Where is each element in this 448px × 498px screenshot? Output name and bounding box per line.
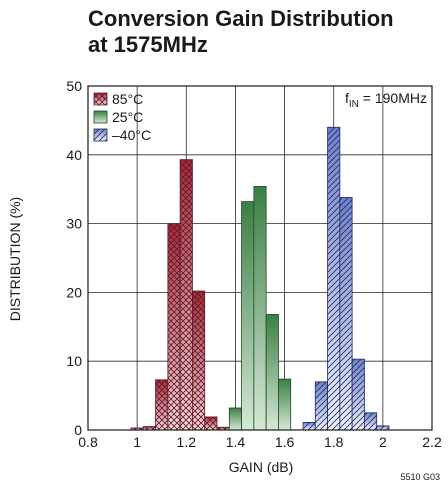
y-axis-label: DISTRIBUTION (%) bbox=[7, 197, 23, 321]
legend-label: 25°C bbox=[112, 109, 143, 125]
legend-item: 25°C bbox=[94, 109, 143, 125]
x-tick-label: 2 bbox=[379, 434, 387, 450]
bar bbox=[156, 380, 168, 430]
bar-hatch bbox=[364, 413, 376, 430]
x-tick-labels: 0.8 1 1.2 1.4 1.6 1.8 2 2.2 bbox=[78, 434, 442, 450]
bar-fill bbox=[278, 379, 290, 430]
y-tick-label: 10 bbox=[66, 353, 82, 369]
bar bbox=[205, 417, 217, 430]
x-tick-label: 1.6 bbox=[275, 434, 295, 450]
bar bbox=[180, 160, 192, 430]
fin-annotation: fIN = 190MHz bbox=[345, 90, 427, 110]
bar bbox=[364, 413, 376, 430]
bar-fill bbox=[254, 186, 266, 430]
bar bbox=[254, 186, 266, 430]
bar bbox=[303, 422, 315, 430]
bar bbox=[278, 379, 290, 430]
legend-swatch-hatch bbox=[94, 129, 107, 141]
legend-label: –40°C bbox=[112, 127, 151, 143]
y-tick-label: 20 bbox=[66, 284, 82, 300]
legend: 85°C 25°C –40°C bbox=[94, 91, 151, 143]
x-tick-label: 1 bbox=[133, 434, 141, 450]
x-tick-label: 1.2 bbox=[177, 434, 197, 450]
bar bbox=[315, 382, 327, 430]
bar bbox=[229, 408, 241, 430]
x-tick-label: 2.2 bbox=[422, 434, 442, 450]
legend-item: 85°C bbox=[94, 91, 143, 107]
bar-fill bbox=[266, 314, 278, 430]
bar-hatch bbox=[168, 224, 180, 430]
bar bbox=[266, 314, 278, 430]
bar-hatch bbox=[303, 422, 315, 430]
bar-hatch bbox=[156, 380, 168, 430]
bar-hatch bbox=[377, 426, 389, 430]
y-tick-label: 40 bbox=[66, 147, 82, 163]
bars-group bbox=[131, 127, 389, 430]
y-tick-label: 30 bbox=[66, 216, 82, 232]
bar bbox=[168, 224, 180, 430]
bar-hatch bbox=[180, 160, 192, 430]
fin-subscript: IN bbox=[349, 99, 359, 110]
bar bbox=[328, 127, 340, 430]
legend-item: –40°C bbox=[94, 127, 151, 143]
y-tick-labels: 0 10 20 30 40 50 bbox=[66, 78, 82, 438]
bar bbox=[340, 197, 352, 430]
y-tick-label: 50 bbox=[66, 78, 82, 94]
legend-swatch-hatch bbox=[94, 93, 107, 105]
legend-label: 85°C bbox=[112, 91, 143, 107]
bar-hatch bbox=[315, 382, 327, 430]
bar-hatch bbox=[192, 291, 204, 430]
bar-hatch bbox=[352, 359, 364, 430]
bar-fill bbox=[242, 202, 254, 430]
bar-hatch bbox=[205, 417, 217, 430]
fin-suffix: = 190MHz bbox=[359, 90, 427, 106]
bar bbox=[242, 202, 254, 430]
bar bbox=[352, 359, 364, 430]
bar-hatch bbox=[328, 127, 340, 430]
y-tick-label: 0 bbox=[74, 422, 82, 438]
x-tick-label: 1.4 bbox=[226, 434, 246, 450]
bar bbox=[377, 426, 389, 430]
figure-code: 5510 G03 bbox=[400, 472, 440, 482]
bar-fill bbox=[229, 408, 241, 430]
x-tick-label: 1.8 bbox=[324, 434, 344, 450]
legend-swatch bbox=[94, 111, 107, 123]
bar bbox=[192, 291, 204, 430]
x-axis-label: GAIN (dB) bbox=[229, 459, 294, 475]
bar-hatch bbox=[340, 197, 352, 430]
